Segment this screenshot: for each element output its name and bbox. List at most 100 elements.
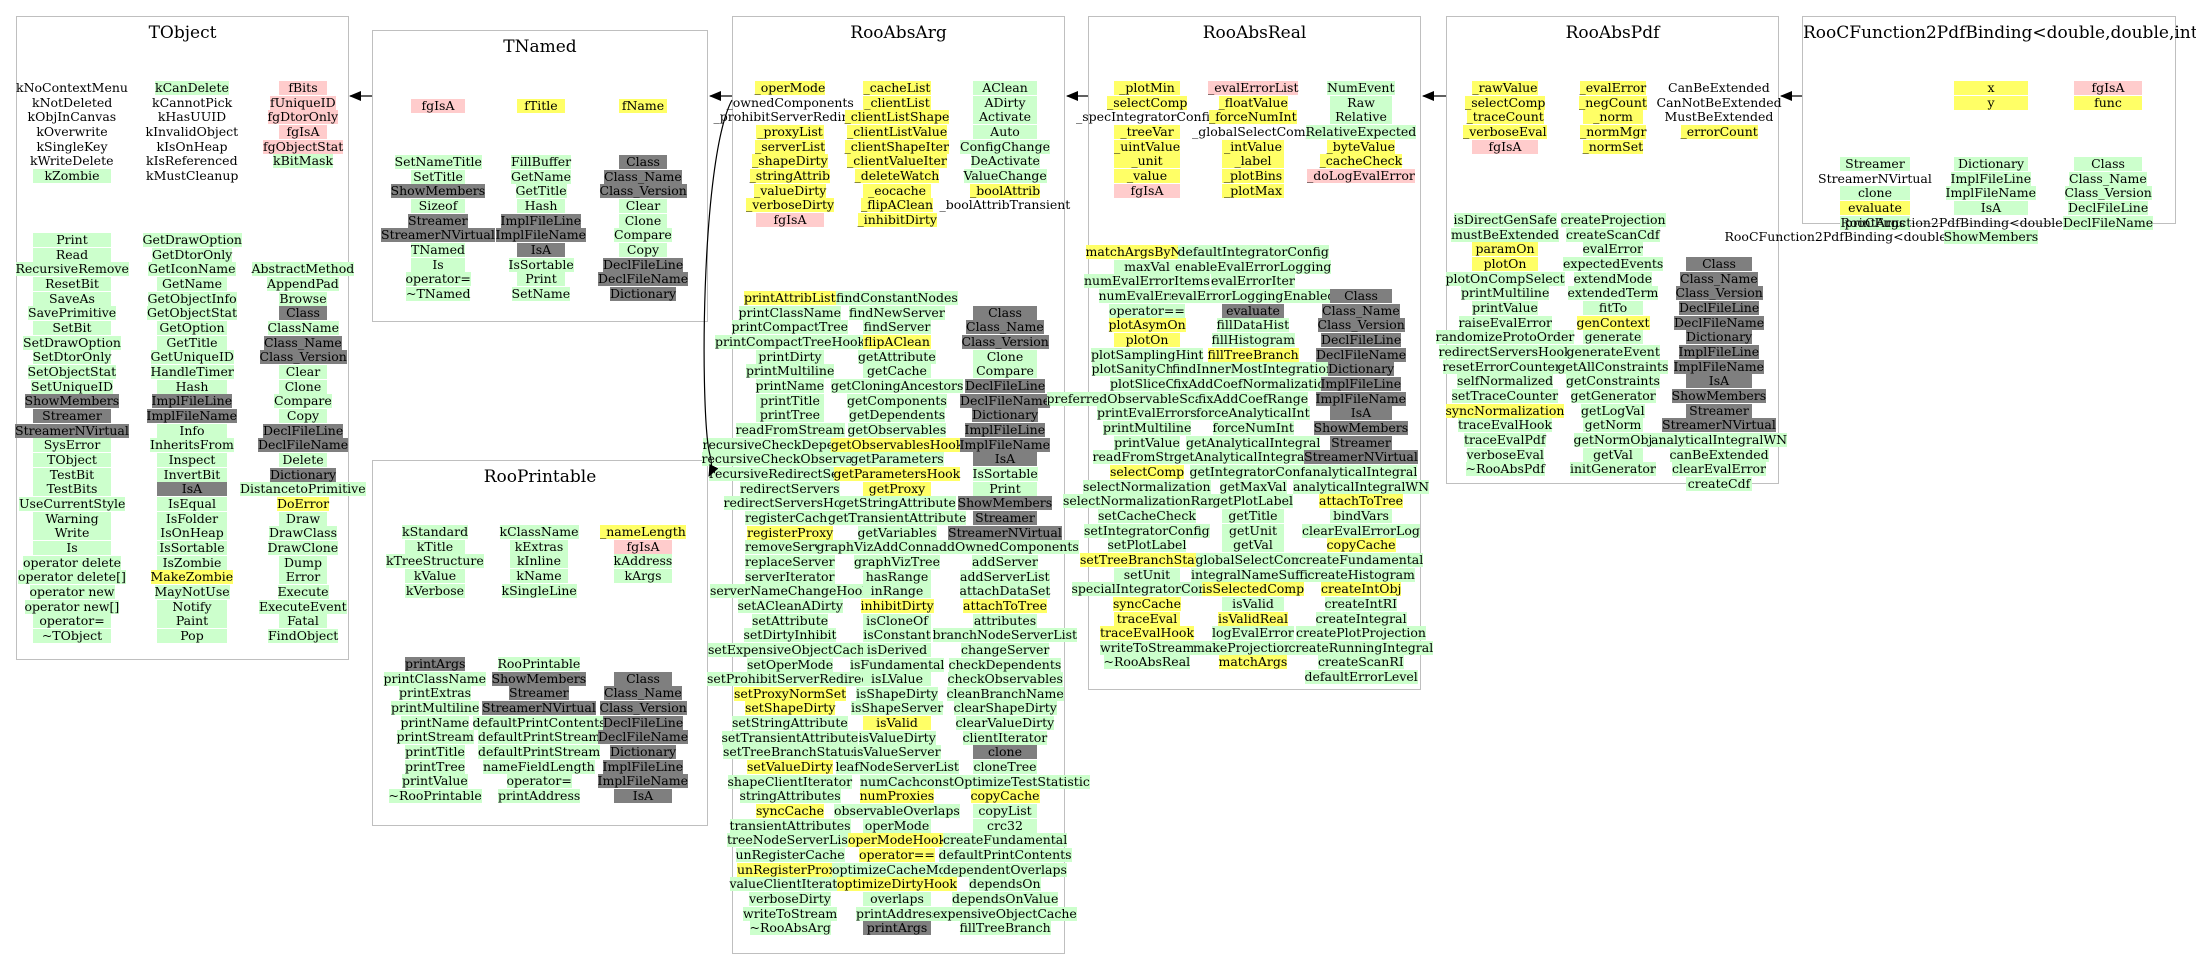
- member-cell: getAttribute: [858, 348, 936, 364]
- member-cell: DrawClass: [269, 525, 337, 541]
- member-cell: Print: [33, 233, 111, 247]
- member-cell: _ownedComponents: [726, 94, 854, 110]
- member-cell: _plotMin: [1114, 81, 1180, 95]
- member-cell: copyCache: [1326, 537, 1396, 553]
- member-cell: getAnalyticalIntegral: [1186, 434, 1321, 450]
- member-cell: printTitle: [756, 393, 824, 408]
- member-cell: getCache: [863, 364, 931, 379]
- member-cell: extendMode: [1573, 270, 1653, 286]
- member-cell: kIsReferenced: [146, 153, 238, 169]
- member-cell: cloneTree: [973, 759, 1037, 775]
- member-cell: numEvalErrors: [1098, 287, 1196, 303]
- member-cell: Is: [33, 540, 111, 555]
- member-cell: createScanCdf: [1566, 226, 1660, 242]
- member-cell: printMultiline: [391, 699, 480, 715]
- member-cell: ShowMembers: [957, 495, 1053, 511]
- member-cell: SetName: [511, 285, 571, 301]
- member-cell: Class_Version: [961, 333, 1049, 349]
- member-cell: _clientListShape: [844, 109, 950, 125]
- member-cell: SetBit: [33, 320, 111, 335]
- member-cell: serverIterator: [745, 568, 835, 584]
- member-cell: StreamerNVirtual: [1662, 417, 1776, 433]
- member-cell: Copy: [619, 242, 667, 257]
- member-cell: _rawValue: [1472, 80, 1538, 95]
- member-cell: defaultPrintContents: [472, 714, 606, 730]
- member-cell: ~RooPrintable: [388, 787, 482, 803]
- member-cell: plotSliceOn: [1110, 375, 1184, 391]
- member-cell: isDerived: [863, 642, 931, 657]
- member-cell: Compare: [614, 227, 672, 243]
- member-cell: Warning: [33, 511, 111, 526]
- member-cell: numCaches: [860, 773, 934, 789]
- member-cell: kNotDeleted: [32, 94, 113, 110]
- member-cell: Class_Name: [1680, 270, 1758, 286]
- member-cell: Class_Version: [1675, 285, 1763, 301]
- member-cell: treeNodeServerList: [727, 832, 853, 848]
- member-cell: overlaps: [863, 892, 931, 907]
- member-cell: _uintValue: [1114, 138, 1181, 154]
- member-cell: isValid: [863, 716, 931, 731]
- member-cell: Class_Name: [604, 168, 682, 184]
- member-cell: mustBeExtended: [1451, 226, 1559, 242]
- member-cell: Relative: [1330, 110, 1392, 125]
- member-cell: ImplFileLine: [1678, 343, 1760, 359]
- member-cell: evalErrorIter: [1211, 273, 1295, 289]
- member-cell: fgIsA: [279, 124, 327, 139]
- member-cell: clearEvalError: [1672, 461, 1767, 477]
- member-cell: operModeHook: [848, 832, 947, 848]
- member-cell: isSelectedComp: [1202, 581, 1305, 597]
- member-cell: kSingleKey: [36, 138, 108, 154]
- member-cell: getObservablesHook: [831, 436, 964, 452]
- member-cell: analyticalIntegralWN: [1651, 431, 1788, 447]
- member-cell: TestBits: [33, 482, 111, 497]
- member-cell: ImplFileName: [146, 407, 237, 423]
- member-cell: fgIsA: [614, 539, 672, 554]
- member-cell: StreamerNVirtual: [381, 227, 495, 243]
- member-cell: optimizeDirtyHook: [837, 876, 957, 892]
- member-cell: generateEvent: [1566, 343, 1660, 359]
- member-cell: ~TNamed: [406, 285, 471, 301]
- member-cell: _negCount: [1579, 94, 1647, 110]
- member-cell: _shapeDirty: [752, 153, 828, 169]
- member-cell: Class: [973, 305, 1037, 320]
- member-cell: setValueDirty: [747, 759, 833, 775]
- member-cell: Draw: [279, 511, 327, 526]
- member-cell: _plotBins: [1222, 167, 1284, 183]
- member-cell: InvertBit: [157, 467, 227, 482]
- member-cell: Dump: [279, 555, 327, 570]
- member-cell: Class_Name: [604, 685, 682, 701]
- member-cell: operator new[]: [24, 598, 120, 614]
- member-cell: _eocache: [863, 183, 931, 198]
- member-cell: kZombie: [33, 168, 111, 183]
- member-cell: _nameLength: [600, 524, 686, 539]
- member-cell: _unit: [1114, 154, 1180, 169]
- member-cell: RecursiveRemove: [15, 261, 129, 277]
- member-cell: DeclFileLine: [603, 714, 684, 730]
- member-cell: DeclFileName: [2063, 214, 2154, 230]
- member-cell: _stringAttrib: [749, 167, 831, 183]
- member-cell: kVerbose: [405, 582, 465, 598]
- member-cell: selectNormalizationRange: [1063, 493, 1232, 509]
- member-cell: GetTitle: [157, 335, 227, 350]
- member-cell: ADirty: [973, 95, 1037, 110]
- member-cell: printName: [755, 377, 825, 393]
- member-cell: kSingleLine: [501, 582, 577, 598]
- member-cell: syncCache: [1113, 595, 1181, 611]
- member-cell: Compare: [274, 393, 332, 409]
- member-cell: SavePrimitive: [28, 305, 117, 321]
- member-cell: ImplFileLine: [500, 212, 582, 228]
- member-cell: getIntegratorConfig: [1189, 463, 1317, 479]
- member-cell: _value: [1114, 168, 1180, 183]
- member-cell: x: [1954, 81, 2028, 95]
- member-cell: setUnit: [1114, 567, 1180, 582]
- member-cell: Write: [33, 526, 111, 541]
- member-cell: changeServer: [961, 641, 1050, 657]
- member-cell: Streamer: [408, 212, 468, 228]
- member-cell: setIntegratorConfig: [1084, 522, 1210, 538]
- member-cell: IsA: [517, 242, 565, 257]
- member-cell: getAnalyticalIntegralWN: [1174, 449, 1333, 465]
- member-cell: Dictionary: [610, 285, 677, 301]
- member-cell: printStream: [396, 729, 474, 745]
- member-cell: _inhibitDirty: [857, 211, 937, 227]
- member-cell: randomizeProtoOrder: [1435, 329, 1575, 345]
